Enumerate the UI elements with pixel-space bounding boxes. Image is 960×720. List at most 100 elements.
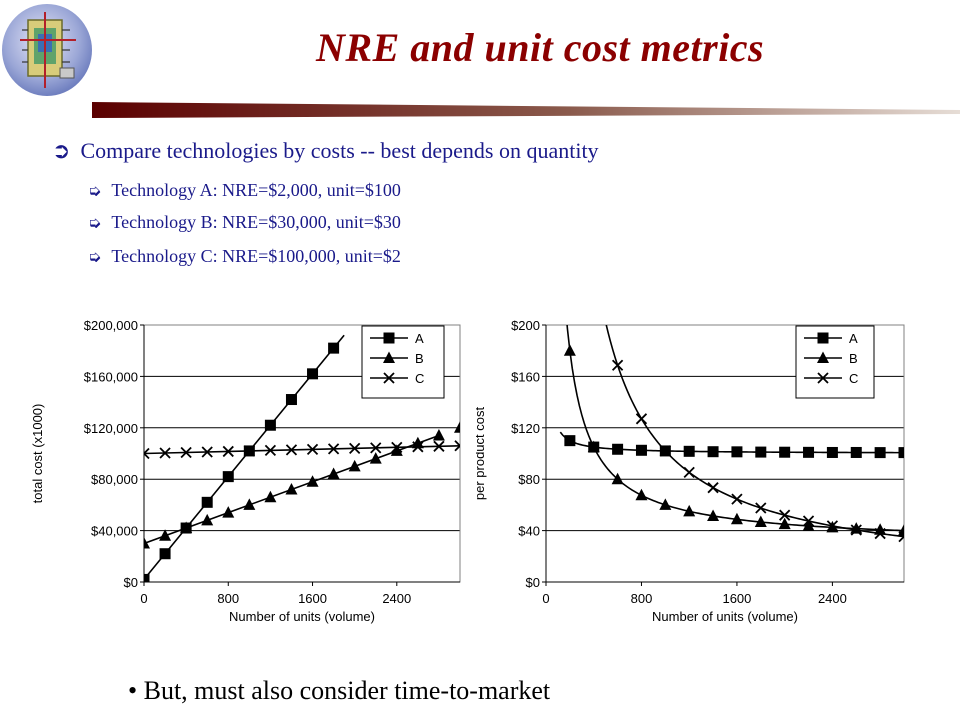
x-tick-label: 0 (140, 591, 147, 606)
series-c-point (370, 442, 382, 454)
series-c-point (243, 445, 255, 457)
series-c-point (159, 447, 171, 459)
series-b-point (201, 513, 214, 526)
series-c-point (779, 509, 791, 521)
series-c-point (802, 515, 815, 527)
series-a-point (285, 394, 297, 406)
series-c-point (683, 466, 695, 479)
series-a-point (707, 446, 719, 458)
legend-c-label: C (849, 371, 858, 386)
legend-b-label: B (849, 351, 858, 366)
series-c-point (264, 444, 277, 457)
arrow-bullet-icon: ➲ (52, 139, 71, 164)
page-title: NRE and unit cost metrics (316, 25, 765, 70)
series-a-point (898, 447, 904, 459)
series-a-point (803, 446, 815, 458)
legend-box (795, 325, 875, 399)
legend-b-marker (817, 351, 829, 363)
y-tick-label: $0 (526, 575, 540, 590)
y-tick-label: $120,000 (84, 421, 138, 436)
hollow-arrow-bullet-icon: ➭ (88, 213, 102, 232)
sub-bullet: ➭ Technology B: NRE=$30,000, unit=$30 (88, 212, 401, 233)
series-b-point (659, 498, 672, 510)
series-b-point (730, 512, 743, 525)
series-c-point (707, 482, 719, 494)
y-tick-label: $80,000 (91, 472, 138, 487)
x-axis-title: Number of units (volume) (229, 609, 375, 624)
sub-bullet-text: Technology C: NRE=$100,000, unit=$2 (111, 246, 401, 266)
series-b-point (563, 344, 576, 356)
series-c-point (454, 440, 460, 452)
series-a-point (201, 496, 213, 508)
series-b-point (802, 519, 815, 531)
legend-c-label: C (415, 371, 424, 386)
series-a-point (159, 548, 171, 560)
series-c-point (349, 442, 361, 454)
x-tick-label: 1600 (298, 591, 327, 606)
series-c-point (731, 493, 743, 505)
series-a-point (564, 435, 576, 447)
series-c-line (144, 444, 460, 455)
series-a-point (222, 471, 234, 483)
series-b-point (144, 536, 150, 549)
sub-bullet-text: Technology B: NRE=$30,000, unit=$30 (111, 212, 401, 232)
series-c-point (850, 524, 862, 536)
series-c-point (222, 445, 234, 458)
legend-a-label: A (849, 331, 858, 346)
series-b-point (611, 472, 624, 485)
series-b-point (683, 504, 696, 517)
series-a-point (328, 342, 340, 354)
series-c-point (659, 445, 671, 457)
main-bullet: ➲ Compare technologies by costs -- best d… (52, 138, 599, 164)
series-a-point (683, 445, 695, 457)
series-b-point (264, 490, 277, 503)
series-b-point (159, 529, 172, 541)
x-tick-label: 1600 (722, 591, 751, 606)
series-b-point (285, 482, 298, 495)
y-tick-label: $40 (518, 524, 540, 539)
series-a-point (826, 446, 838, 458)
series-b-point (222, 506, 235, 518)
hollow-arrow-bullet-icon: ➭ (88, 247, 102, 266)
y-tick-label: $80 (518, 472, 540, 487)
series-c-point (285, 444, 298, 456)
series-a-point (264, 419, 276, 431)
x-tick-label: 0 (542, 591, 549, 606)
chip-globe-logo-icon (2, 4, 92, 96)
legend-b-label: B (415, 351, 424, 366)
series-a-point (307, 368, 319, 380)
series-b-point (390, 444, 403, 456)
series-b-point (180, 521, 193, 534)
y-axis-title: total cost (x1000) (30, 404, 45, 504)
series-c-point (201, 446, 213, 458)
series-b-point (432, 429, 445, 441)
series-b-point (327, 467, 340, 480)
legend-a-marker (383, 332, 395, 344)
series-a-point (874, 447, 886, 459)
x-tick-label: 2400 (818, 591, 847, 606)
series-b-point (587, 440, 600, 453)
series-c-point (433, 440, 445, 452)
series-a-point (144, 573, 150, 582)
y-tick-label: $120 (511, 421, 540, 436)
series-c-point (180, 446, 192, 459)
legend-a-marker (817, 332, 829, 344)
series-a-point (731, 446, 743, 458)
legend-b-marker (383, 351, 395, 363)
y-tick-label: $40,000 (91, 524, 138, 539)
series-c-point (874, 527, 886, 540)
main-bullet-text: Compare technologies by costs -- best de… (80, 138, 599, 163)
series-c-point (755, 502, 767, 514)
y-axis-title: per product cost (476, 407, 487, 501)
series-b-point (454, 421, 460, 433)
x-axis-title: Number of units (volume) (652, 609, 798, 624)
series-c-point (826, 520, 839, 532)
y-tick-label: $200,000 (84, 318, 138, 333)
series-b-point (243, 498, 256, 510)
series-a-point (779, 446, 791, 458)
series-c-point (635, 413, 648, 425)
hollow-arrow-bullet-icon: ➭ (88, 181, 102, 200)
total-cost-chart: $0 $40,000 $80,000 $120,000 $160,000 $200,000… (30, 318, 461, 624)
series-c-point (391, 441, 403, 453)
x-tick-label: 2400 (382, 591, 411, 606)
